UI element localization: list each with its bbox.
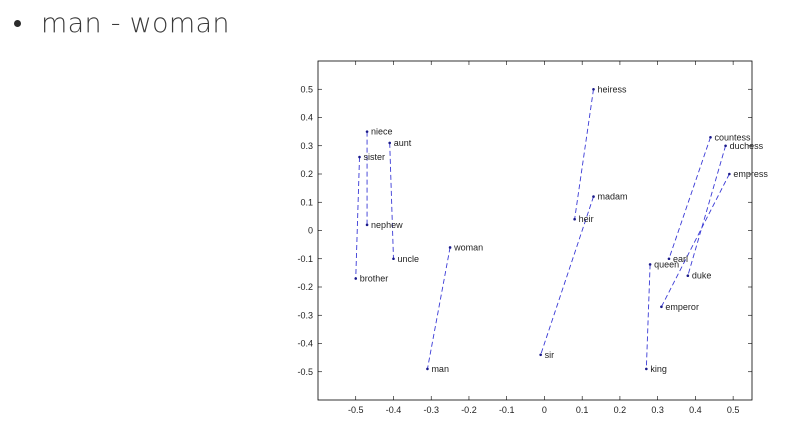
pair-line-heiress-heir [574,89,594,220]
point-heiress [592,87,595,91]
word-label-king: king [650,364,667,374]
point-empress [728,172,731,176]
y-tick-label: 0.3 [300,141,313,151]
point-brother [354,277,358,280]
point-aunt [388,141,392,145]
pair-line-empress-emperor [661,173,730,307]
y-tick-label: 0.5 [300,84,313,94]
point-duke [686,274,690,278]
point-sister [358,155,361,159]
point-man [426,367,429,371]
x-tick-label: 0.1 [576,405,589,415]
y-tick-label: 0.2 [300,169,313,179]
pair-lines [355,89,730,370]
y-tick-label: -0.2 [297,282,313,292]
pair-line-madam-sir [540,196,594,355]
tick-group: -0.5 -0.4 -0.3 -0.2 -0.1 0 0.1 0.2 0.3 0.4 0.5 0.5 0… [297,61,752,415]
word-label-heir: heir [579,214,594,224]
point-woman [448,246,452,249]
x-tick-label: -0.4 [386,405,402,415]
pair-line-duchess-duke [687,145,727,276]
point-nephew [365,223,369,227]
y-tick-label: 0.1 [300,197,313,207]
word-label-duchess: duchess [730,141,764,151]
word-label-sir: sir [545,350,555,360]
y-tick-label: -0.4 [297,339,313,349]
point-duchess [724,144,727,148]
word-label-emperor: emperor [665,302,699,312]
y-tick-label: -0.3 [297,310,313,320]
y-tick-label: -0.1 [297,254,313,264]
point-uncle [392,257,395,261]
y-tick-label: -0.5 [297,367,313,377]
word-label-niece: niece [371,127,393,137]
plot-frame [317,60,753,401]
point-niece [365,130,369,133]
slide-bullet: man - woman [14,8,230,39]
word-label-countess: countess [714,132,751,142]
point-madam [592,195,595,198]
x-tick-label: 0.3 [651,405,664,415]
point-earl [667,257,671,261]
pair-line-woman-man [427,247,451,370]
word-label-uncle: uncle [397,254,419,264]
x-tick-label: 0.4 [689,405,702,415]
word-label-aunt: aunt [394,138,412,148]
point-queen [648,263,652,266]
point-emperor [660,305,663,309]
pair-line-aunt-uncle [389,142,394,259]
y-tick-label: 0.4 [300,113,313,123]
word-label-duke: duke [692,271,712,281]
x-tick-label: 0 [542,405,547,415]
bullet-dot [14,20,21,27]
word-label-woman: woman [453,242,483,252]
word-label-madam: madam [597,192,627,202]
word-label-sister: sister [364,152,386,162]
pair-line-queen-king [645,264,651,369]
pair-line-countess-earl [668,137,711,259]
x-tick-label: -0.3 [423,405,439,415]
x-tick-label: -0.2 [461,405,477,415]
word-label-nephew: nephew [371,220,403,230]
word-label-earl: earl [673,254,688,264]
word-label-brother: brother [360,274,389,284]
x-tick-label: -0.1 [499,405,515,415]
pair-line-sister-brother [355,157,360,279]
point-countess [709,135,712,139]
y-tick-label: 0 [308,226,313,236]
word-label-man: man [431,364,449,374]
point-king [645,367,648,371]
point-heir [573,217,576,221]
word-label-empress: empress [733,169,768,179]
bullet-text: man - woman [41,8,230,39]
x-tick-label: 0.5 [727,405,740,415]
word-label-heiress: heiress [597,84,627,94]
word-label-queen: queen [654,259,679,269]
point-sir [539,353,542,357]
x-tick-label: -0.5 [348,405,364,415]
x-tick-label: 0.2 [614,405,627,415]
